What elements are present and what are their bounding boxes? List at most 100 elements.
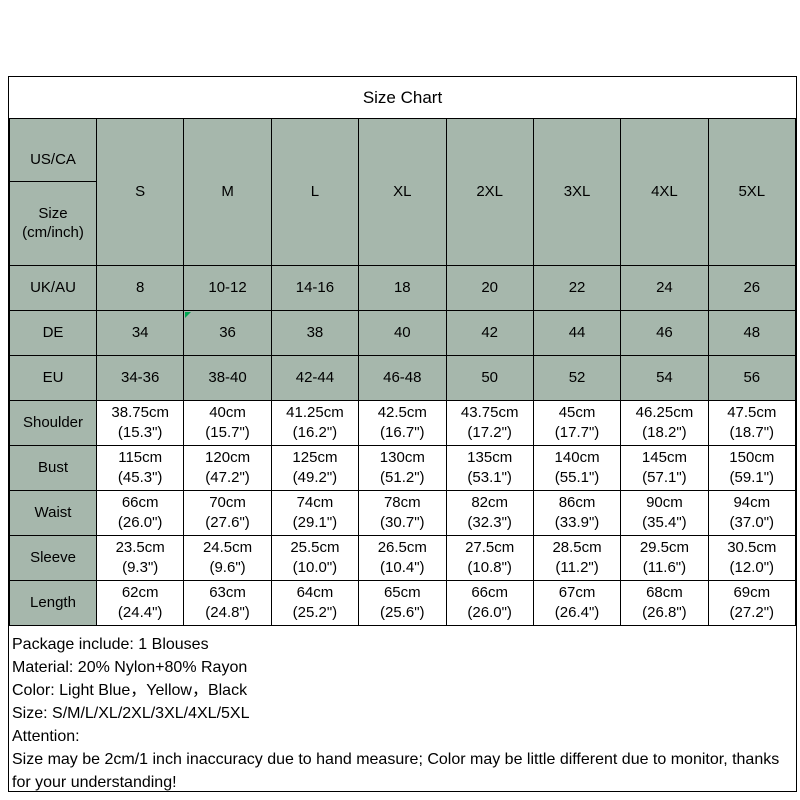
size-cell: 24.5cm (9.6") [183, 534, 272, 581]
size-header-row: US/CA Size (cm/inch) S M L XL 2XL 3XL 4XL 5XL [9, 118, 797, 266]
size-cell: 65cm (25.6") [358, 579, 447, 626]
size-cell: 40cm (15.7") [183, 399, 272, 446]
size-cell: 66cm (26.0") [445, 579, 534, 626]
page-title: Size Chart [362, 87, 443, 107]
row-label-uk-au: UK/AU [9, 264, 97, 311]
size-cell: 52 [532, 354, 622, 401]
size-cell: 42.5cm (16.7") [358, 399, 447, 446]
size-cell: 94cm (37.0") [707, 489, 797, 536]
size-cell: 115cm (45.3") [95, 444, 185, 491]
table-row: Length 62cm (24.4") 63cm (24.8") 64cm (25.2… [9, 579, 797, 626]
size-header-l: L [270, 118, 360, 266]
size-cell: 125cm (49.2") [270, 444, 360, 491]
size-cell: 145cm (57.1") [620, 444, 709, 491]
size-cell: 46.25cm (18.2") [620, 399, 709, 446]
detail-material: Material: 20% Nylon+80% Rayon [12, 658, 248, 676]
size-cell: 43.75cm (17.2") [445, 399, 534, 446]
size-cell: 45cm (17.7") [532, 399, 622, 446]
size-cell: 64cm (25.2") [270, 579, 360, 626]
size-cell: 74cm (29.1") [270, 489, 360, 536]
size-cell: 29.5cm (11.6") [620, 534, 709, 581]
size-cell: 10-12 [183, 264, 272, 311]
size-cell: 44 [532, 309, 622, 356]
size-cell: 150cm (59.1") [707, 444, 797, 491]
size-cell: 54 [620, 354, 709, 401]
size-cell: 66cm (26.0") [95, 489, 185, 536]
size-cell: 46 [620, 309, 709, 356]
table-row: Shoulder 38.75cm (15.3") 40cm (15.7") 41.25… [9, 399, 797, 446]
size-cell: 86cm (33.9") [532, 489, 622, 536]
size-cell: 46-48 [358, 354, 447, 401]
size-cell: 135cm (53.1") [445, 444, 534, 491]
size-cell: 36 [183, 309, 272, 356]
size-cell: 26.5cm (10.4") [358, 534, 447, 581]
size-cell: 41.25cm (16.2") [270, 399, 360, 446]
size-cell: 69cm (27.2") [707, 579, 797, 626]
row-label-waist: Waist [9, 489, 97, 536]
size-cell: 40 [358, 309, 447, 356]
corner-unit-label: Size (cm/inch) [22, 204, 84, 241]
size-cell: 22 [532, 264, 622, 311]
size-cell: 47.5cm (18.7") [707, 399, 797, 446]
detail-color: Color: Light Blue，Yellow，Black [12, 681, 248, 699]
corner-region-label: US/CA [10, 139, 96, 183]
size-cell: 42 [445, 309, 534, 356]
table-row: UK/AU 8 10-12 14-16 18 20 22 24 26 [9, 264, 797, 311]
size-cell: 34-36 [95, 354, 185, 401]
size-chart-panel: Size Chart US/CA Size (cm/inch) S M L XL 2XL… [8, 76, 797, 792]
size-cell: 23.5cm (9.3") [95, 534, 185, 581]
size-cell: 24 [620, 264, 709, 311]
size-header-m: M [183, 118, 272, 266]
size-cell: 38.75cm (15.3") [95, 399, 185, 446]
size-header-4xl: 4XL [620, 118, 709, 266]
size-cell: 140cm (55.1") [532, 444, 622, 491]
row-label-length: Length [9, 579, 97, 626]
size-cell: 38 [270, 309, 360, 356]
row-label-bust: Bust [9, 444, 97, 491]
size-cell: 48 [707, 309, 797, 356]
size-header-s: S [95, 118, 185, 266]
size-cell: 20 [445, 264, 534, 311]
size-cell: 30.5cm (12.0") [707, 534, 797, 581]
size-chart-table: US/CA Size (cm/inch) S M L XL 2XL 3XL 4XL 5XL U… [9, 118, 797, 626]
size-cell: 42-44 [270, 354, 360, 401]
detail-size: Size: S/M/L/XL/2XL/3XL/4XL/5XL [12, 704, 250, 722]
size-cell: 90cm (35.4") [620, 489, 709, 536]
size-header-5xl: 5XL [707, 118, 797, 266]
detail-attention-note: Size may be 2cm/1 inch inaccuracy due to… [12, 750, 780, 791]
row-label-de: DE [9, 309, 97, 356]
table-row: Bust 115cm (45.3") 120cm (47.2") 125cm (49.… [9, 444, 797, 491]
size-cell: 14-16 [270, 264, 360, 311]
table-row: EU 34-36 38-40 42-44 46-48 50 52 54 56 [9, 354, 797, 401]
size-cell: 63cm (24.8") [183, 579, 272, 626]
product-details: Package include: 1 Blouses Material: 20%… [9, 626, 796, 794]
size-cell: 34 [95, 309, 185, 356]
size-cell: 38-40 [183, 354, 272, 401]
row-label-sleeve: Sleeve [9, 534, 97, 581]
size-cell: 8 [95, 264, 185, 311]
row-label-eu: EU [9, 354, 97, 401]
size-cell: 62cm (24.4") [95, 579, 185, 626]
size-cell: 27.5cm (10.8") [445, 534, 534, 581]
size-cell: 26 [707, 264, 797, 311]
size-cell: 130cm (51.2") [358, 444, 447, 491]
size-cell: 67cm (26.4") [532, 579, 622, 626]
size-cell: 50 [445, 354, 534, 401]
size-cell: 18 [358, 264, 447, 311]
size-cell: 25.5cm (10.0") [270, 534, 360, 581]
cell-flag-marker [185, 311, 192, 318]
size-table-body: UK/AU 8 10-12 14-16 18 20 22 24 26 DE 34 36 38 40 42 44… [9, 264, 797, 626]
size-cell: 78cm (30.7") [358, 489, 447, 536]
detail-package: Package include: 1 Blouses [12, 635, 209, 653]
corner-cell: US/CA Size (cm/inch) [9, 118, 97, 266]
size-cell: 56 [707, 354, 797, 401]
detail-attention-label: Attention: [12, 727, 80, 745]
size-header-3xl: 3XL [532, 118, 622, 266]
row-label-shoulder: Shoulder [9, 399, 97, 446]
size-header-2xl: 2XL [445, 118, 534, 266]
size-cell: 82cm (32.3") [445, 489, 534, 536]
table-row: Waist 66cm (26.0") 70cm (27.6") 74cm (29.1"… [9, 489, 797, 536]
size-header-xl: XL [358, 118, 447, 266]
size-cell: 68cm (26.8") [620, 579, 709, 626]
table-row: DE 34 36 38 40 42 44 46 48 [9, 309, 797, 356]
